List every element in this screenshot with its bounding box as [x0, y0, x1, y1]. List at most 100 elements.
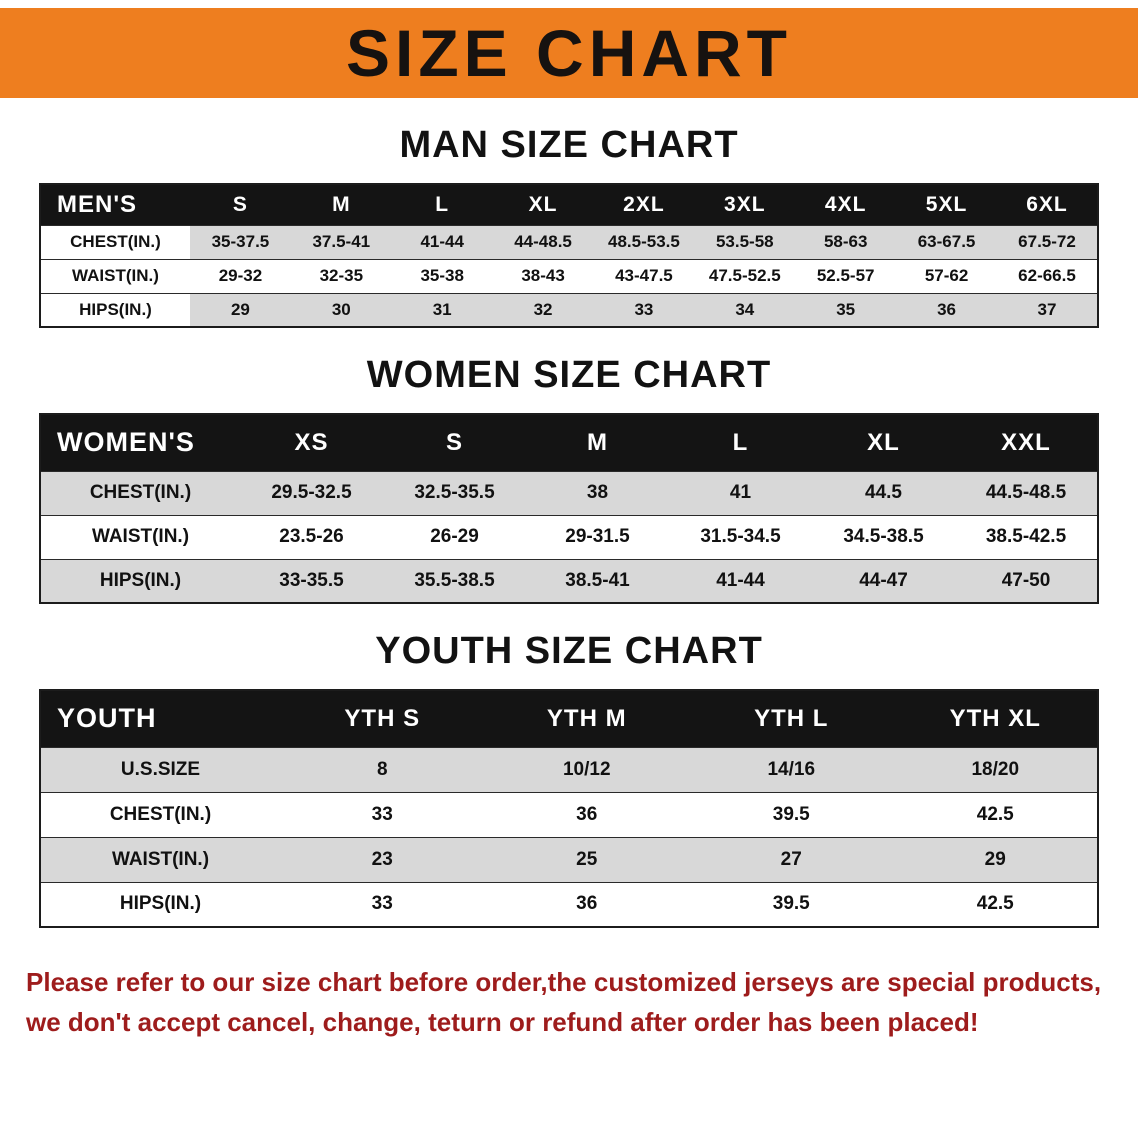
value-cell: 25 [484, 836, 689, 882]
value-cell: 36 [484, 881, 689, 927]
value-cell: 29 [893, 836, 1098, 882]
disclaimer: Please refer to our size chart before or… [0, 962, 1138, 1043]
value-cell: 29.5-32.5 [240, 470, 383, 515]
value-cell: 31 [391, 292, 493, 327]
value-cell: 39.5 [689, 791, 894, 837]
men-row-waist-in: WAIST(IN.) 29-32 32-35 35-38 38-43 43-47.5 47.… [40, 258, 1098, 293]
value-cell: 33 [280, 791, 485, 837]
value-cell: 10/12 [484, 746, 689, 792]
size-chart-banner: SIZE CHART [0, 8, 1138, 98]
youth-size-col-yth-m: YTH M [484, 690, 689, 747]
value-cell: 34 [694, 292, 796, 327]
value-cell: 29-31.5 [526, 514, 669, 559]
value-cell: 29 [190, 292, 291, 327]
value-cell: 34.5-38.5 [812, 514, 955, 559]
men-size-col-4xl: 4XL [795, 184, 897, 225]
women-table-title: WOMEN'S [40, 414, 240, 471]
men-size-col-6xl: 6XL [997, 184, 1098, 225]
value-cell: 48.5-53.5 [593, 224, 695, 259]
row-label: WAIST(IN.) [40, 258, 190, 293]
value-cell: 26-29 [383, 514, 526, 559]
value-cell: 41-44 [391, 224, 493, 259]
size-chart-title: SIZE CHART [346, 16, 792, 90]
youth-row-waist-in: WAIST(IN.) 23 25 27 29 [40, 836, 1098, 882]
women-row-chest-in: CHEST(IN.) 29.5-32.5 32.5-35.5 38 41 44.5 44.5… [40, 470, 1098, 515]
row-label: HIPS(IN.) [40, 881, 280, 927]
women-size-col-xs: XS [240, 414, 383, 471]
value-cell: 36 [896, 292, 997, 327]
youth-row-chest-in: CHEST(IN.) 33 36 39.5 42.5 [40, 791, 1098, 837]
youth-size-col-yth-l: YTH L [689, 690, 894, 747]
value-cell: 39.5 [689, 881, 894, 927]
youth-table-header-row: YOUTH YTH S YTH M YTH L YTH XL [40, 690, 1098, 747]
value-cell: 62-66.5 [997, 258, 1098, 293]
value-cell: 29-32 [190, 258, 291, 293]
men-size-chart-heading: MAN SIZE CHART [399, 124, 739, 166]
value-cell: 33 [593, 292, 695, 327]
men-size-col-s: S [190, 184, 291, 225]
sections: MAN SIZE CHART MEN'S S M L XL 2XL 3XL 4XL 5XL 6XL C… [0, 124, 1138, 928]
women-size-col-s: S [383, 414, 526, 471]
youth-row-hips-in: HIPS(IN.) 33 36 39.5 42.5 [40, 881, 1098, 927]
value-cell: 14/16 [689, 746, 894, 792]
value-cell: 38 [526, 470, 669, 515]
value-cell: 47-50 [955, 558, 1098, 603]
women-row-hips-in: HIPS(IN.) 33-35.5 35.5-38.5 38.5-41 41-44 44-… [40, 558, 1098, 603]
value-cell: 58-63 [795, 224, 897, 259]
row-label: WAIST(IN.) [40, 514, 240, 559]
row-label: HIPS(IN.) [40, 558, 240, 603]
youth-size-col-yth-s: YTH S [280, 690, 485, 747]
row-label: U.S.SIZE [40, 746, 280, 792]
youth-size-table: YOUTH YTH S YTH M YTH L YTH XL U.S.SIZE 8 10/12… [39, 689, 1099, 928]
women-size-col-l: L [669, 414, 812, 471]
value-cell: 44.5-48.5 [955, 470, 1098, 515]
youth-table-title: YOUTH [40, 690, 280, 747]
value-cell: 30 [290, 292, 392, 327]
women-size-col-xxl: XXL [955, 414, 1098, 471]
youth-row-u-s-size: U.S.SIZE 8 10/12 14/16 18/20 [40, 746, 1098, 792]
value-cell: 38.5-42.5 [955, 514, 1098, 559]
value-cell: 47.5-52.5 [694, 258, 796, 293]
value-cell: 42.5 [893, 881, 1098, 927]
men-size-col-3xl: 3XL [694, 184, 796, 225]
value-cell: 23 [280, 836, 485, 882]
men-size-col-5xl: 5XL [896, 184, 997, 225]
value-cell: 37.5-41 [290, 224, 392, 259]
value-cell: 37 [997, 292, 1098, 327]
men-table-header-row: MEN'S S M L XL 2XL 3XL 4XL 5XL 6XL [40, 184, 1098, 225]
women-size-col-m: M [526, 414, 669, 471]
disclaimer-line-2: we don't accept cancel, change, teturn o… [26, 1007, 979, 1038]
value-cell: 41-44 [669, 558, 812, 603]
women-table-header-row: WOMEN'S XS S M L XL XXL [40, 414, 1098, 471]
row-label: CHEST(IN.) [40, 470, 240, 515]
youth-size-col-yth-xl: YTH XL [893, 690, 1098, 747]
value-cell: 32 [492, 292, 594, 327]
value-cell: 38-43 [492, 258, 594, 293]
value-cell: 53.5-58 [694, 224, 796, 259]
value-cell: 33 [280, 881, 485, 927]
disclaimer-line-1: Please refer to our size chart before or… [26, 967, 1102, 997]
value-cell: 27 [689, 836, 894, 882]
value-cell: 18/20 [893, 746, 1098, 792]
value-cell: 63-67.5 [896, 224, 997, 259]
women-size-col-xl: XL [812, 414, 955, 471]
women-size-chart-heading: WOMEN SIZE CHART [366, 354, 772, 396]
value-cell: 35.5-38.5 [383, 558, 526, 603]
men-size-table: MEN'S S M L XL 2XL 3XL 4XL 5XL 6XL CHEST(IN.) 35-37… [39, 183, 1099, 328]
value-cell: 36 [484, 791, 689, 837]
men-size-col-2xl: 2XL [593, 184, 695, 225]
value-cell: 31.5-34.5 [669, 514, 812, 559]
value-cell: 44-48.5 [492, 224, 594, 259]
value-cell: 44-47 [812, 558, 955, 603]
value-cell: 35 [795, 292, 897, 327]
row-label: CHEST(IN.) [40, 791, 280, 837]
value-cell: 67.5-72 [997, 224, 1098, 259]
value-cell: 44.5 [812, 470, 955, 515]
value-cell: 8 [280, 746, 485, 792]
value-cell: 33-35.5 [240, 558, 383, 603]
value-cell: 42.5 [893, 791, 1098, 837]
value-cell: 43-47.5 [593, 258, 695, 293]
men-row-chest-in: CHEST(IN.) 35-37.5 37.5-41 41-44 44-48.5 48.5… [40, 224, 1098, 259]
row-label: CHEST(IN.) [40, 224, 190, 259]
